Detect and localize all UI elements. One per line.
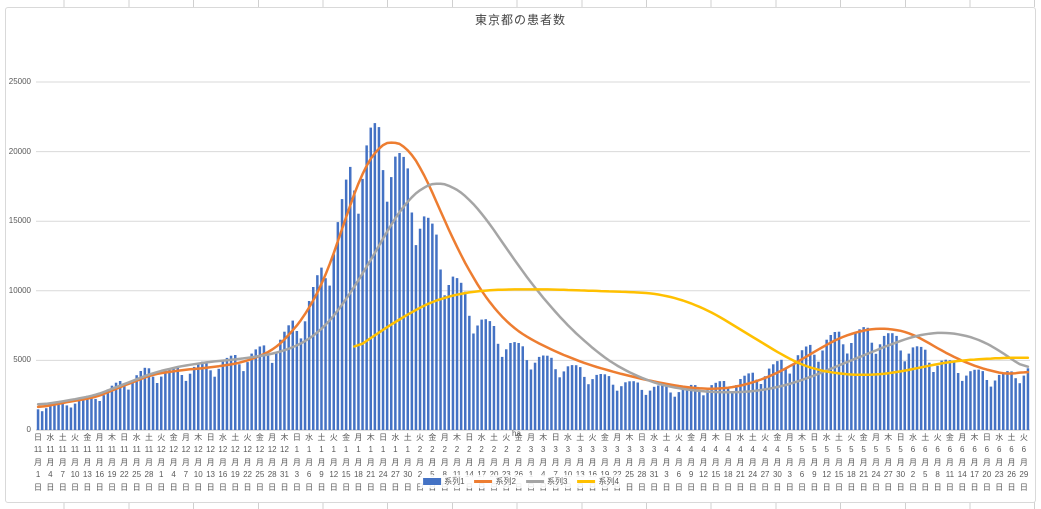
x-axis-tick-label: 水 11 月 25 日 [132, 433, 142, 492]
y-axis-tick-label: 0 [26, 425, 31, 434]
legend-label: 系列1 [444, 477, 465, 486]
x-axis-tick-label: 月 11 月 16 日 [95, 433, 105, 492]
legend-bar-marker [423, 478, 442, 485]
x-axis-tick-label: 金 12 月 25 日 [255, 433, 265, 492]
x-axis-tick-label: 土 11 月 7 日 [58, 433, 67, 492]
legend-label: 系列2 [495, 477, 516, 486]
x-axis-tick-label: 火 12 月 1 日 [156, 433, 166, 492]
x-axis-tick-label: 木 11 月 19 日 [107, 433, 117, 492]
x-axis-tick-label: 金 12 月 4 日 [169, 433, 179, 492]
x-axis-tick-label: 土 4 月 3 日 [662, 433, 671, 492]
x-axis-tick-label: 木 1 月 21 日 [366, 433, 376, 492]
x-axis-tick-label: 日 11 月 22 日 [119, 433, 129, 492]
x-axis-tick-label: 水 1 月 27 日 [390, 433, 400, 492]
x-axis-tick-label: 火 6 月 29 日 [1019, 433, 1029, 492]
legend-label: 系列4 [598, 477, 619, 486]
x-axis-tick-label: 木 6 月 17 日 [970, 433, 979, 492]
legend-item-3[interactable]: 系列3 [526, 476, 567, 487]
x-axis-tick-label: 金 4 月 30 日 [772, 433, 782, 492]
legend[interactable]: 系列1 系列2 系列3 系列4 [420, 475, 622, 488]
x-axis-tick-label: 日 4 月 18 日 [723, 433, 733, 492]
x-axis-tick-label: 火 11 月 10 日 [70, 433, 80, 492]
spreadsheet-gridlines-top [0, 0, 1041, 7]
line-系列2[interactable] [36, 141, 1030, 409]
x-axis-tick-label: 木 12 月 31 日 [280, 433, 289, 492]
x-axis-tick-label: 火 2 月 2 日 [416, 433, 425, 492]
chart-title: 東京都の患者数 [474, 13, 566, 27]
x-axis-tick-label: 月 4 月 12 日 [699, 433, 708, 492]
x-axis-tick-label: 日 1 月 3 日 [292, 433, 301, 492]
bars-系列1[interactable] [36, 123, 1030, 430]
x-axis-tick-label: 土 11 月 28 日 [144, 433, 154, 492]
legend-line-marker [577, 480, 596, 483]
legend-item-4[interactable]: 系列4 [577, 476, 619, 487]
x-axis-tick-label: 水 4 月 21 日 [735, 433, 745, 492]
x-axis-tick-label: 水 5 月 12 日 [822, 433, 832, 492]
line-系列3[interactable] [36, 182, 1030, 406]
x-axis-tick-label: 水 3 月 31 日 [649, 433, 659, 492]
x-axis-tick-label: 土 4 月 24 日 [748, 433, 758, 492]
x-axis-tick-label: 水 11 月 4 日 [46, 433, 55, 492]
legend-line-marker [526, 480, 544, 483]
x-axis-tick-label: 日 1 月 24 日 [378, 433, 388, 492]
x-axis-tick-label: 月 1 月 18 日 [353, 433, 363, 492]
y-axis-tick-label: 10000 [8, 285, 31, 295]
x-axis-tick-label: 土 1 月 30 日 [403, 433, 413, 492]
x-axis-tick-label: 土 5 月 15 日 [834, 433, 844, 492]
x-axis-tick-label: 火 6 月 8 日 [933, 433, 942, 492]
x-axis-tick-label: 木 12 月 10 日 [193, 433, 203, 492]
x-axis-tick-label: 土 6 月 5 日 [921, 433, 930, 492]
legend-line-marker [474, 480, 493, 483]
x-axis-tick-label: 木 3 月 25 日 [625, 433, 634, 492]
x-axis-tick-label: 金 11 月 13 日 [82, 433, 92, 492]
x-axis-tick-label: 月 5 月 3 日 [785, 433, 794, 492]
x-axis-tick-label: 水 12 月 16 日 [218, 433, 228, 492]
x-axis-tick-label: 金 4 月 9 日 [687, 433, 696, 492]
y-axis-tick-label: 5000 [13, 355, 31, 365]
x-axis-tick-label: 火 1 月 12 日 [329, 433, 339, 492]
x-axis-tick-label: 金 5 月 21 日 [859, 433, 869, 492]
x-axis-tick-label: 月 5 月 24 日 [871, 433, 881, 492]
x-axis-tick-label: 火 4 月 6 日 [674, 433, 683, 492]
y-axis-tick-label: 15000 [8, 216, 31, 226]
legend-item-1[interactable]: 系列1 [423, 476, 465, 487]
x-axis-tick-label: 水 6 月 23 日 [994, 433, 1004, 492]
spreadsheet-gridlines-bottom [0, 502, 1041, 509]
y-axis-tick-label: 20000 [8, 146, 31, 156]
x-axis-tick-label: 日 5 月 9 日 [810, 433, 819, 492]
x-axis-tick-label: 火 5 月 18 日 [846, 433, 856, 492]
x-axis-tick-label: 日 11 月 1 日 [33, 433, 43, 492]
x-axis-tick-label: 月 6 月 14 日 [957, 433, 967, 492]
x-axis-tick-label: 水 6 月 2 日 [908, 433, 917, 492]
x-axis-tick-label: 金 6 月 11 日 [945, 433, 955, 492]
x-axis-tick-label: 土 1 月 9 日 [317, 433, 326, 492]
line-系列4[interactable] [353, 288, 1030, 377]
x-axis-tick-label: 木 4 月 15 日 [711, 433, 721, 492]
legend-item-2[interactable]: 系列2 [474, 476, 516, 487]
x-axis-tick-label: 火 12 月 22 日 [243, 433, 252, 492]
x-axis-tick-label: 火 4 月 27 日 [760, 433, 770, 492]
x-axis-tick-label: 日 3 月 28 日 [637, 433, 647, 492]
y-axis-tick-label: 25000 [8, 77, 31, 86]
x-axis-tick-label: 土 6 月 26 日 [1007, 433, 1016, 492]
stray-text-annotation: ha [512, 429, 521, 438]
x-axis-tick-label: 水 1 月 6 日 [305, 433, 314, 492]
x-axis-tick-label: 日 6 月 20 日 [982, 433, 992, 492]
x-axis-tick-label: 月 12 月 7 日 [181, 433, 191, 492]
x-axis-tick-label: 金 1 月 15 日 [341, 433, 351, 492]
x-axis-tick-label: 日 5 月 30 日 [896, 433, 906, 492]
x-axis-tick-label: 土 12 月 19 日 [230, 433, 240, 492]
legend-label: 系列3 [547, 477, 568, 486]
x-axis-tick-label: 月 12 月 28 日 [267, 433, 277, 492]
x-axis-tick-label: 木 5 月 6 日 [798, 433, 807, 492]
x-axis-tick-label: 日 12 月 13 日 [206, 433, 216, 492]
x-axis-tick-label: 木 5 月 27 日 [883, 433, 893, 492]
